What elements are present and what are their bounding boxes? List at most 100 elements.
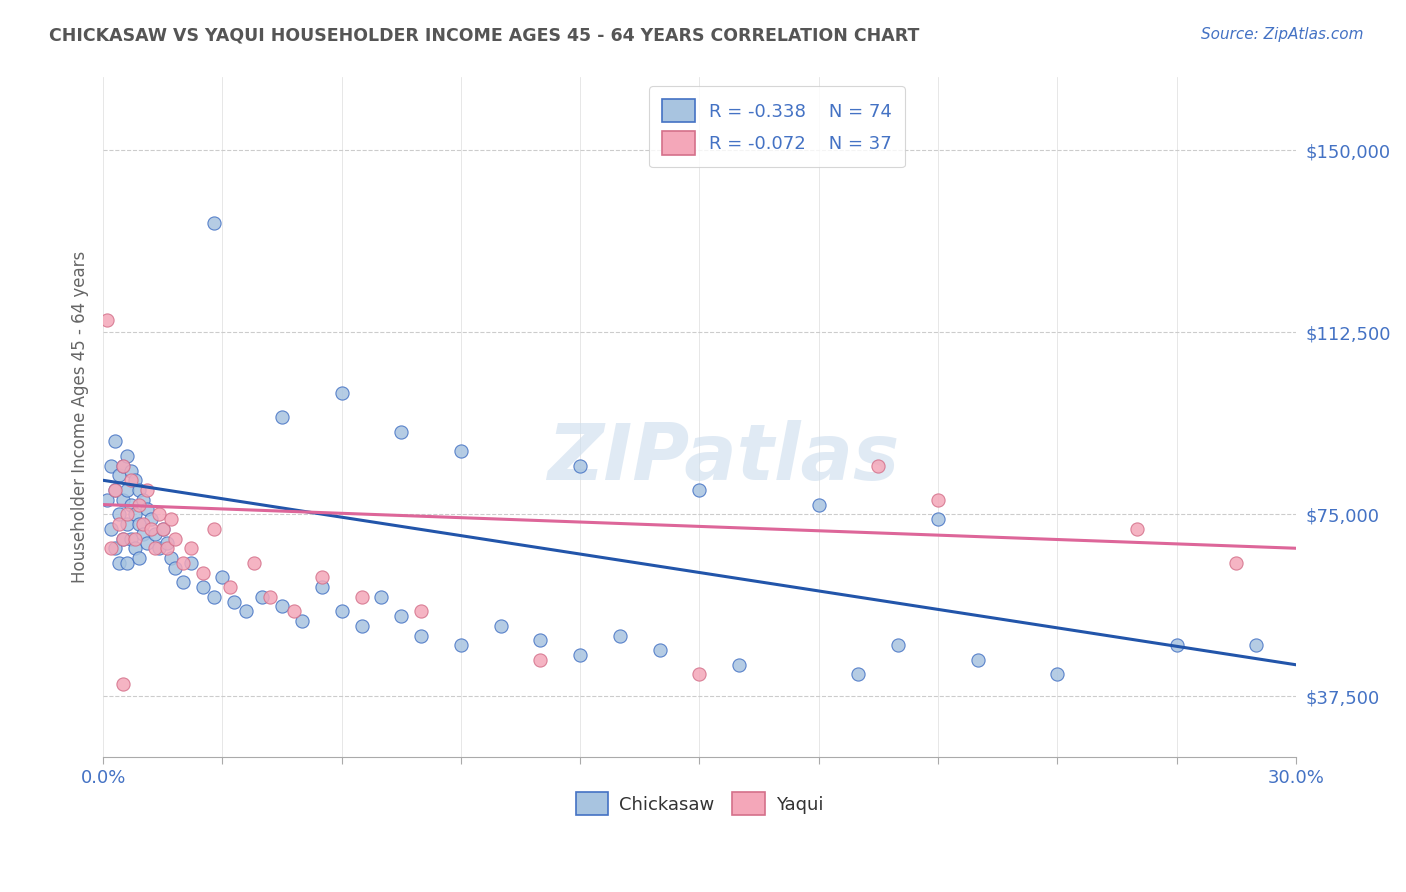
Point xyxy=(128,516,150,531)
Point xyxy=(120,473,142,487)
Point xyxy=(120,532,142,546)
Point xyxy=(124,532,146,546)
Text: CHICKASAW VS YAQUI HOUSEHOLDER INCOME AGES 45 - 64 YEARS CORRELATION CHART: CHICKASAW VS YAQUI HOUSEHOLDER INCOME AG… xyxy=(49,27,920,45)
Point xyxy=(350,619,373,633)
Point xyxy=(104,434,127,449)
Point xyxy=(180,541,202,556)
Point xyxy=(104,483,127,497)
Point xyxy=(271,599,294,614)
Point xyxy=(115,516,138,531)
Point xyxy=(108,516,131,531)
Point xyxy=(128,551,150,566)
Point xyxy=(108,508,131,522)
Point xyxy=(111,458,134,473)
Point xyxy=(163,532,186,546)
Point xyxy=(450,444,472,458)
Point xyxy=(156,541,179,556)
Point xyxy=(124,473,146,487)
Point xyxy=(609,629,631,643)
Point xyxy=(330,604,353,618)
Point xyxy=(120,464,142,478)
Point xyxy=(143,541,166,556)
Point xyxy=(411,629,433,643)
Point xyxy=(139,522,162,536)
Point xyxy=(868,458,890,473)
Point xyxy=(224,594,246,608)
Point xyxy=(927,492,949,507)
Point xyxy=(569,458,592,473)
Point xyxy=(243,556,266,570)
Point xyxy=(180,556,202,570)
Point xyxy=(411,604,433,618)
Point xyxy=(887,638,910,652)
Point xyxy=(135,536,157,550)
Point xyxy=(450,638,472,652)
Point xyxy=(191,566,214,580)
Legend: Chickasaw, Yaqui: Chickasaw, Yaqui xyxy=(568,785,831,822)
Point xyxy=(250,590,273,604)
Point xyxy=(1225,556,1247,570)
Point xyxy=(927,512,949,526)
Point xyxy=(204,216,226,230)
Point xyxy=(108,468,131,483)
Text: ZIPatlas: ZIPatlas xyxy=(547,420,900,496)
Point xyxy=(111,458,134,473)
Point xyxy=(569,648,592,662)
Point xyxy=(111,532,134,546)
Point xyxy=(848,667,870,681)
Point xyxy=(529,653,551,667)
Point xyxy=(211,570,233,584)
Point xyxy=(311,570,333,584)
Point xyxy=(104,483,127,497)
Text: Source: ZipAtlas.com: Source: ZipAtlas.com xyxy=(1201,27,1364,42)
Point xyxy=(148,541,170,556)
Point xyxy=(330,386,353,401)
Point xyxy=(159,512,181,526)
Point xyxy=(128,498,150,512)
Point xyxy=(271,410,294,425)
Point xyxy=(139,512,162,526)
Point xyxy=(104,541,127,556)
Point xyxy=(124,541,146,556)
Point xyxy=(1244,638,1267,652)
Point xyxy=(966,653,988,667)
Point xyxy=(108,556,131,570)
Point xyxy=(172,575,194,590)
Point xyxy=(259,590,281,604)
Point xyxy=(100,522,122,536)
Point xyxy=(96,492,118,507)
Point xyxy=(235,604,257,618)
Point xyxy=(135,483,157,497)
Point xyxy=(156,536,179,550)
Point xyxy=(489,619,512,633)
Y-axis label: Householder Income Ages 45 - 64 years: Householder Income Ages 45 - 64 years xyxy=(72,251,89,583)
Point xyxy=(350,590,373,604)
Point xyxy=(204,590,226,604)
Point xyxy=(115,556,138,570)
Point xyxy=(115,449,138,463)
Point xyxy=(143,526,166,541)
Point xyxy=(152,522,174,536)
Point xyxy=(389,609,412,624)
Point xyxy=(291,614,314,628)
Point xyxy=(219,580,242,594)
Point xyxy=(204,522,226,536)
Point xyxy=(152,522,174,536)
Point xyxy=(115,508,138,522)
Point xyxy=(728,657,751,672)
Point xyxy=(688,667,710,681)
Point xyxy=(132,516,155,531)
Point xyxy=(1046,667,1069,681)
Point xyxy=(529,633,551,648)
Point xyxy=(132,492,155,507)
Point xyxy=(807,498,830,512)
Point xyxy=(370,590,392,604)
Point xyxy=(120,498,142,512)
Point xyxy=(389,425,412,439)
Point xyxy=(124,508,146,522)
Point xyxy=(148,508,170,522)
Point xyxy=(688,483,710,497)
Point xyxy=(191,580,214,594)
Point xyxy=(100,541,122,556)
Point xyxy=(648,643,671,657)
